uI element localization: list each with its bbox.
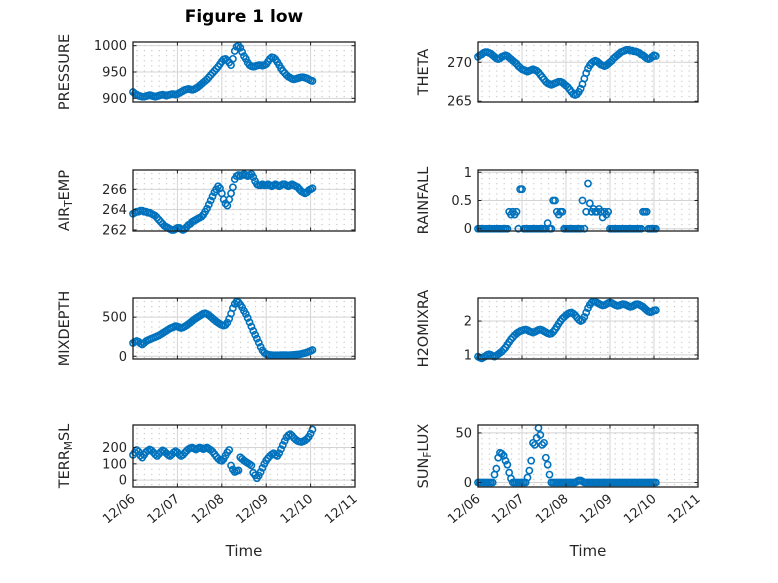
- x-tick-label: 12/07: [489, 492, 527, 528]
- y-tick-label: 500: [102, 311, 127, 326]
- y-tick-label: 265: [447, 95, 472, 110]
- y-tick-label: 1: [464, 166, 472, 181]
- major-grid: [133, 170, 355, 231]
- axis-box: [132, 424, 356, 488]
- y-tick-label: 0: [119, 474, 127, 489]
- y-tick-label: 1: [464, 348, 472, 363]
- subplot-h2omixra: 1 2 H2OMIXRA: [416, 290, 699, 367]
- axis-ticks: [132, 425, 356, 487]
- figure-title: Figure 1 low: [184, 7, 304, 27]
- subplot-sun-flux: 0 50 SUNFLUX 12/06 12/07 12/08 12/09 12/10 12/11: [416, 424, 704, 528]
- axis-ticks: [477, 298, 699, 359]
- axis-ticks: [132, 42, 356, 102]
- y-axis-label: MIXDEPTH: [57, 291, 73, 367]
- x-tick-label: 12/08: [533, 492, 571, 528]
- y-tick-label: 1000: [94, 39, 127, 54]
- x-axis-label-left: Time: [225, 542, 263, 560]
- data-series: [129, 425, 317, 483]
- x-tick-label: 12/06: [445, 492, 483, 528]
- minor-grid: [134, 171, 354, 230]
- y-tick-label: 262: [102, 223, 127, 238]
- x-tick-label: 12/09: [577, 492, 615, 528]
- data-series: [129, 170, 317, 234]
- major-grid: [133, 42, 355, 102]
- subplot-air-temp: 262 264 266 AIRTEMP: [57, 169, 356, 238]
- axis-ticks: [132, 298, 356, 359]
- axis-box: [477, 424, 699, 488]
- axis-box: [132, 297, 356, 360]
- subplot-pressure: 900 950 1000 PRESSURE: [57, 34, 356, 110]
- axis-box: [132, 169, 356, 232]
- y-axis-label: THETA: [416, 49, 432, 97]
- y-tick-label: 0: [464, 222, 472, 237]
- y-tick-label: 264: [102, 203, 127, 218]
- y-tick-label: 0: [464, 476, 472, 491]
- x-tick-label: 12/06: [100, 492, 138, 528]
- y-tick-label: 100: [102, 457, 127, 472]
- data-series: [129, 297, 317, 360]
- y-axis-label: AIRTEMP: [57, 170, 75, 231]
- data-series: [474, 424, 660, 487]
- x-tick-label: 12/07: [145, 492, 183, 528]
- axis-ticks: [477, 425, 699, 487]
- x-tick-label: 12/10: [621, 492, 659, 528]
- y-axis-label: SUNFLUX: [416, 424, 434, 489]
- data-series: [129, 41, 317, 101]
- y-tick-label: 0.5: [451, 194, 472, 209]
- x-tick-label: 12/11: [665, 492, 703, 528]
- y-tick-label: 50: [455, 426, 472, 441]
- data-series: [474, 45, 660, 99]
- data-series: [474, 179, 660, 233]
- y-axis-label: TERRMSL: [57, 424, 75, 490]
- x-tick-label: 12/10: [278, 492, 316, 528]
- minor-grid: [479, 299, 697, 358]
- y-tick-label: 270: [447, 56, 472, 71]
- axis-ticks: [477, 42, 699, 102]
- y-tick-label: 900: [102, 92, 127, 107]
- y-tick-label: 200: [102, 441, 127, 456]
- x-tick-label: 12/09: [233, 492, 271, 528]
- data-series: [474, 297, 660, 363]
- y-tick-label: 950: [102, 66, 127, 81]
- y-tick-label: 2: [464, 315, 472, 330]
- y-axis-label: H2OMIXRA: [416, 290, 432, 368]
- x-axis-label-right: Time: [569, 542, 607, 560]
- axis-ticks: [477, 170, 699, 231]
- y-tick-label: 0: [119, 350, 127, 365]
- subplot-rainfall: 0 0.5 1 RAINFALL: [416, 166, 699, 237]
- subplot-mixdepth: 0 500 MIXDEPTH: [57, 291, 356, 366]
- y-axis-label: RAINFALL: [416, 167, 432, 235]
- axis-ticks: [132, 170, 356, 231]
- minor-grid: [479, 426, 697, 486]
- y-tick-label: 266: [102, 183, 127, 198]
- subplot-theta: 265 270 THETA: [416, 41, 699, 110]
- axis-box: [477, 297, 699, 360]
- major-grid: [478, 298, 698, 359]
- x-tick-label: 12/11: [322, 492, 360, 528]
- axis-box: [477, 41, 699, 103]
- y-axis-label: PRESSURE: [57, 34, 73, 110]
- x-tick-label: 12/08: [189, 492, 227, 528]
